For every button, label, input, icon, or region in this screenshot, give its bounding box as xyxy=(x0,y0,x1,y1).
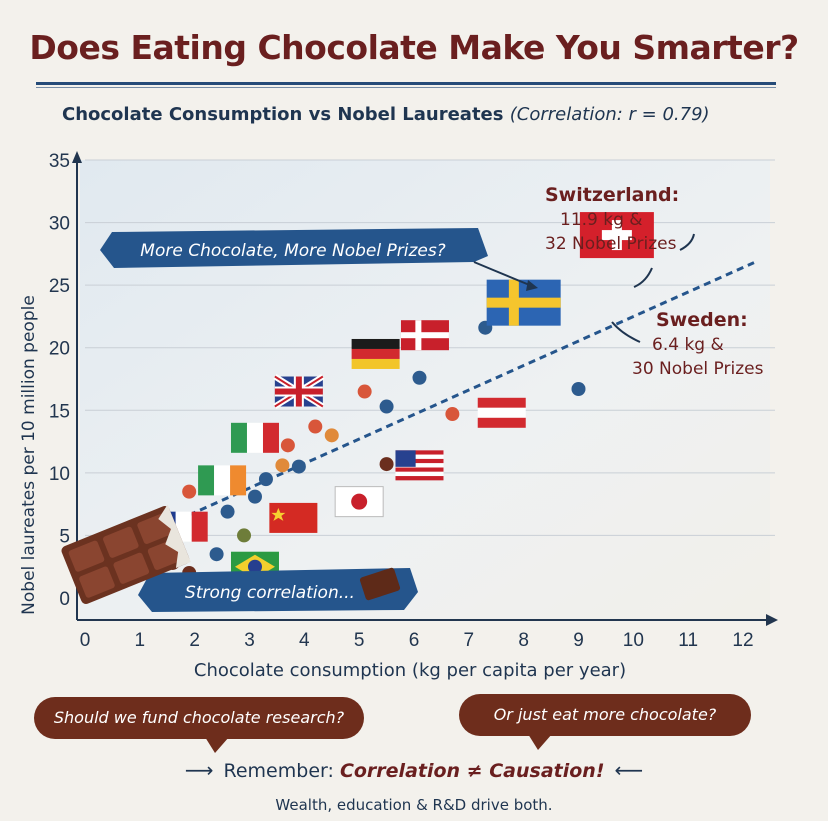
trend-banner-label: More Chocolate, More Nobel Prizes? xyxy=(140,241,445,261)
speech-bubble-eat-more: Or just eat more chocolate? xyxy=(459,694,751,736)
data-point-12 xyxy=(291,459,306,474)
flag-sweden-12 xyxy=(486,279,561,326)
x-tick-4: 4 xyxy=(299,630,310,651)
flag-italy-4 xyxy=(230,422,279,453)
trend-banner-arrowhead-icon xyxy=(526,280,538,291)
data-point-6 xyxy=(220,504,235,519)
x-tick-9: 9 xyxy=(573,630,584,651)
arrow-right-icon: ⟶ xyxy=(184,758,214,782)
data-point-10 xyxy=(275,458,290,473)
data-point-4 xyxy=(182,484,197,499)
data-point-8 xyxy=(247,489,262,504)
sweden-label: Sweden: xyxy=(656,309,748,331)
x-tick-11: 11 xyxy=(678,630,698,651)
remember-prefix: Remember: xyxy=(223,760,340,782)
sweden-arrow xyxy=(611,321,641,343)
sweden-top-arrow xyxy=(633,267,653,288)
y-tick-5: 5 xyxy=(59,526,70,547)
x-tick-0: 0 xyxy=(80,630,91,651)
page-title: Does Eating Chocolate Make You Smarter? xyxy=(29,28,799,67)
flag-germany-7 xyxy=(351,338,400,369)
remember-line: ⟶ Remember: Correlation ≠ Causation! ⟵ xyxy=(0,758,828,782)
y-tick-15: 15 xyxy=(49,401,70,422)
title-divider-thin xyxy=(36,87,776,88)
sweden-prizes: 30 Nobel Prizes xyxy=(632,359,764,379)
strong-banner-label: Strong correlation... xyxy=(185,583,355,603)
causation-warning: Correlation ≠ Causation! xyxy=(339,760,605,782)
data-point-9 xyxy=(258,472,273,487)
flag-united-states-10 xyxy=(395,450,444,481)
data-point-14 xyxy=(324,428,339,443)
chocolate-square xyxy=(103,526,139,558)
x-tick-2: 2 xyxy=(189,630,200,651)
chocolate-square xyxy=(79,566,115,598)
trend-banner-shape xyxy=(100,228,488,268)
switzerland-prizes: 32 Nobel Prizes xyxy=(545,234,677,254)
title-divider xyxy=(36,82,776,85)
y-axis-label: Nobel laureates per 10 million people xyxy=(19,295,39,615)
flag-ireland-2 xyxy=(198,465,247,496)
data-point-16 xyxy=(379,399,394,414)
x-tick-10: 10 xyxy=(623,630,644,651)
correlation-note: (Correlation: r = 0.79) xyxy=(509,104,710,125)
y-tick-0: 0 xyxy=(59,589,70,610)
y-tick-35: 35 xyxy=(49,151,70,172)
y-tick-25: 25 xyxy=(49,276,70,297)
chocolate-wrapper xyxy=(158,504,191,569)
switzerland-arrow xyxy=(679,233,695,251)
flag-china-5 xyxy=(269,502,318,533)
y-tick-30: 30 xyxy=(49,214,70,235)
chocolate-square xyxy=(68,540,105,572)
x-tick-12: 12 xyxy=(732,630,753,651)
y-tick-10: 10 xyxy=(49,464,70,485)
arrow-left-icon: ⟵ xyxy=(614,758,644,782)
flag-denmark-9 xyxy=(400,320,449,351)
switzerland-consumption: 11.9 kg & xyxy=(560,210,643,230)
x-tick-6: 6 xyxy=(409,630,420,651)
chocolate-square xyxy=(113,552,150,584)
data-point-7 xyxy=(237,528,252,543)
flag-united-kingdom-6 xyxy=(273,373,325,410)
data-point-11 xyxy=(280,438,295,453)
data-point-15 xyxy=(357,384,372,399)
x-tick-1: 1 xyxy=(135,630,146,651)
data-point-17 xyxy=(379,457,394,472)
y-tick-20: 20 xyxy=(49,339,70,360)
speech-bubble-fund-research: Should we fund chocolate research? xyxy=(34,697,364,739)
x-tick-8: 8 xyxy=(518,630,529,651)
x-tick-5: 5 xyxy=(354,630,365,651)
chocolate-piece-icon xyxy=(359,567,401,601)
flag-japan-8 xyxy=(334,486,384,518)
switzerland-label: Switzerland: xyxy=(545,184,679,206)
flag-switzerland-13 xyxy=(579,212,654,259)
sweden-consumption: 6.4 kg & xyxy=(652,335,724,355)
data-point-21 xyxy=(571,382,586,397)
strong-banner-shape xyxy=(138,568,418,612)
speech-bubble-tail-left xyxy=(205,737,229,753)
data-point-19 xyxy=(445,407,460,422)
speech-bubble-tail-right xyxy=(528,734,552,750)
x-tick-3: 3 xyxy=(244,630,255,651)
x-axis-arrow-icon xyxy=(766,614,778,626)
flag-austria-11 xyxy=(477,397,526,428)
footnote: Wealth, education & R&D drive both. xyxy=(275,796,553,814)
chart-subtitle: Chocolate Consumption vs Nobel Laureates… xyxy=(62,104,710,125)
annotations: More Chocolate, More Nobel Prizes? Strong… xyxy=(61,184,764,612)
chocolate-bar-icon xyxy=(61,504,191,604)
x-tick-7: 7 xyxy=(464,630,475,651)
data-point-5 xyxy=(209,547,224,562)
data-point-13 xyxy=(308,419,323,434)
y-axis-arrow-icon xyxy=(72,151,82,163)
subtitle-text: Chocolate Consumption vs Nobel Laureates xyxy=(62,104,504,125)
x-axis-label: Chocolate consumption (kg per capita per… xyxy=(194,660,626,681)
data-point-18 xyxy=(412,370,427,385)
